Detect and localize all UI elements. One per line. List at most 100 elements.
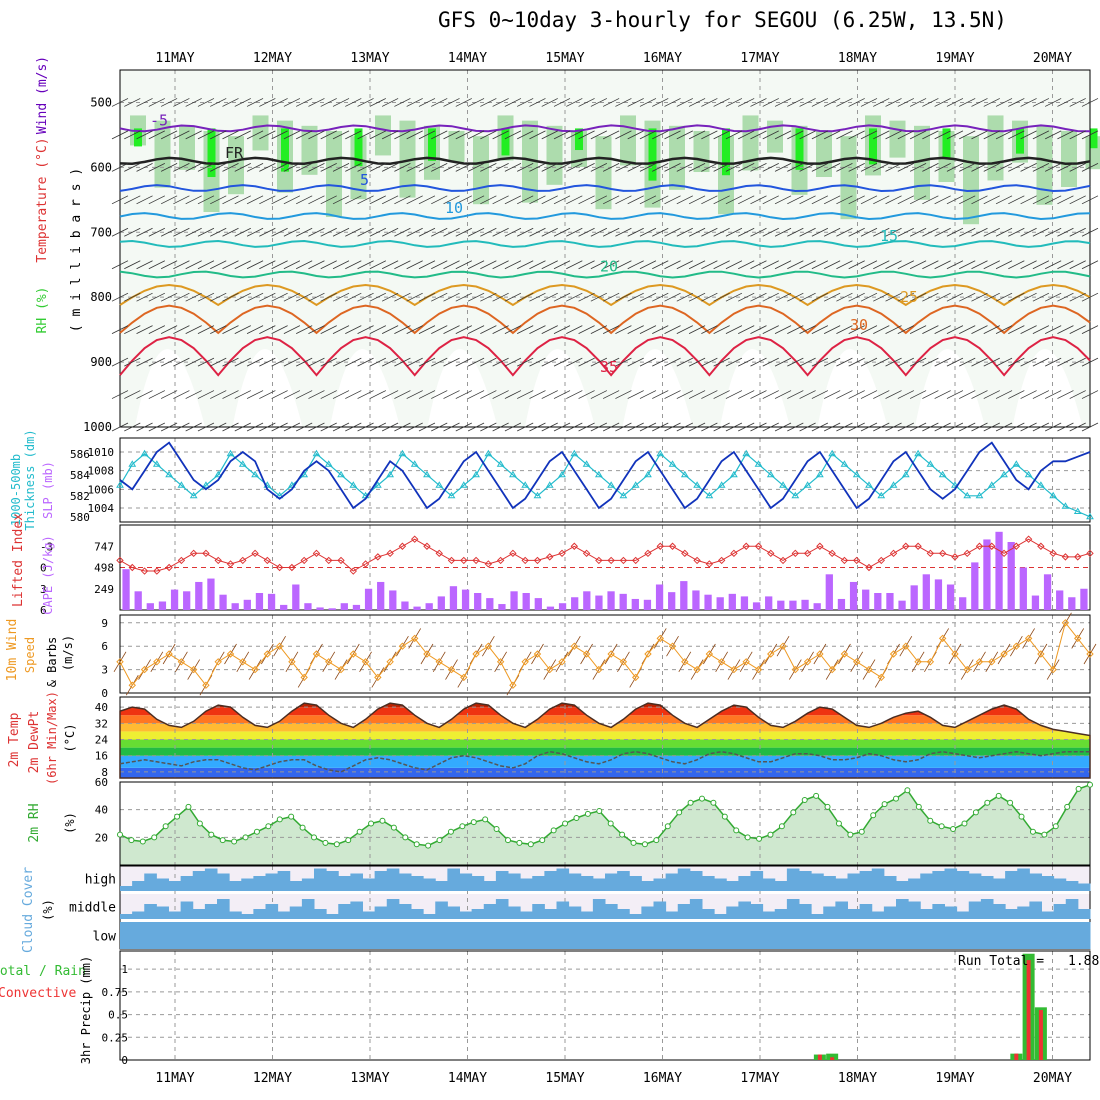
wind-barb [492, 163, 509, 172]
wind-barb [541, 292, 558, 302]
wind-barb [234, 357, 251, 367]
cape-bar [401, 601, 409, 610]
thickness-marker [558, 470, 566, 478]
thickness-marker [889, 481, 898, 488]
lifted-index-marker [619, 556, 628, 565]
cloud-bar-middle [338, 904, 351, 919]
wind-barb [959, 292, 976, 302]
wind-barb [504, 325, 522, 334]
wind-barb [946, 357, 964, 367]
wind-barb [197, 163, 215, 172]
wind-barb [308, 195, 325, 205]
wind-barb [160, 260, 178, 270]
wind-barb [381, 195, 399, 205]
cloud-row-label: low [93, 930, 117, 945]
thickness-marker [619, 491, 628, 499]
lifted-index-marker [374, 553, 382, 561]
wind-barb [750, 357, 767, 367]
cloud-bar-middle [956, 911, 970, 919]
cloud-bar-high [1005, 871, 1018, 891]
wind10m-marker [926, 658, 935, 666]
temp-unit-label: (°C) [63, 724, 77, 753]
cloud-bar-middle [580, 911, 594, 919]
wind-barb [529, 422, 546, 432]
wind-barb [1008, 292, 1025, 302]
wind-barb [1069, 227, 1086, 237]
cape-tick: 498 [94, 562, 114, 575]
wind-barb [1020, 163, 1037, 172]
wind-barb [553, 390, 571, 399]
wind-barb [664, 163, 681, 172]
wind-barb [652, 98, 669, 107]
wind-barb [566, 357, 583, 367]
rh-dry-dome [817, 349, 888, 427]
wind-barb [381, 325, 399, 334]
wind-barb [185, 163, 202, 172]
wind-barb [541, 357, 558, 367]
wind-barb [271, 130, 288, 140]
cloud-bar-low [980, 922, 994, 949]
cloud-bar-high [980, 876, 994, 891]
wind-barb [124, 227, 141, 237]
wind-barb [971, 357, 988, 367]
wind-barb [210, 325, 227, 334]
wind-barb [1069, 292, 1086, 302]
wind-barb [787, 390, 804, 399]
wind10m-panel [119, 614, 1091, 694]
slp-tick: 1010 [88, 446, 115, 459]
cape-bar [680, 581, 688, 610]
cloud-bar-low [132, 922, 145, 949]
wind-barb [725, 130, 743, 140]
wind-barb [860, 390, 878, 399]
wind-barb [541, 163, 558, 172]
wind-barb [271, 98, 288, 107]
wind-barb [750, 325, 767, 334]
lifted-index-marker [828, 549, 836, 558]
thickness-marker [975, 491, 984, 499]
wind-barb [443, 163, 460, 172]
cape-bar [461, 589, 470, 610]
cloud-bar-middle [156, 906, 169, 919]
wind-barb [860, 357, 878, 367]
wind-barb [553, 163, 571, 172]
wind-barb [959, 163, 976, 172]
lifted-index-marker [398, 542, 407, 550]
lifted-index-marker [447, 556, 456, 565]
rh2m-marker [1029, 828, 1036, 835]
wind-barb [922, 292, 939, 302]
wind-barb [983, 422, 1000, 432]
wind-barb [713, 195, 730, 205]
wind-barb [234, 163, 251, 172]
date-label-bottom: 18MAY [838, 1071, 877, 1086]
wind-barb [431, 163, 448, 172]
cloud-bar-high [956, 871, 970, 891]
wind-barb [394, 98, 411, 107]
thickness-marker [189, 491, 198, 499]
cape-bar [255, 593, 264, 610]
wind-barb [676, 390, 693, 399]
cloud-bar-low [762, 922, 776, 949]
wind-barb [566, 130, 583, 140]
wind-barb [566, 325, 583, 334]
wind-barb [983, 227, 1000, 237]
wind-barb [578, 163, 595, 172]
wind-barb [295, 390, 313, 399]
wind-barb [541, 227, 558, 237]
thickness-marker [717, 481, 726, 488]
wind-barb [111, 422, 129, 432]
wind-barb [1032, 390, 1050, 399]
wind-barb [836, 292, 853, 302]
wind-barb [173, 292, 190, 302]
cloud-bar-low [580, 922, 594, 949]
cloud-bar-middle [374, 906, 388, 919]
rh2m-marker [972, 809, 979, 816]
wind-barb [467, 130, 485, 140]
rh2m-marker [505, 837, 511, 844]
cape-bar [498, 604, 506, 610]
wind-barb [160, 163, 178, 172]
wind-barb [946, 292, 964, 302]
wind-barb [639, 357, 657, 367]
cloud-bar-low [592, 922, 606, 949]
wind-barb [492, 130, 509, 140]
wind10m-marker [558, 658, 566, 666]
